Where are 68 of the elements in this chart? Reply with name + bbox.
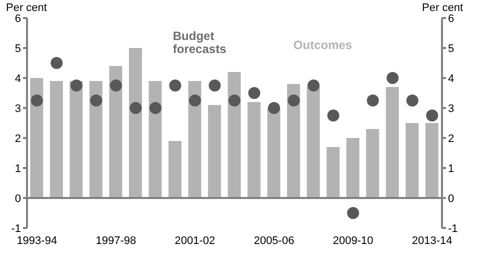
y2-tick-label: 1 bbox=[448, 162, 454, 175]
y-tick-label: 4 bbox=[14, 72, 21, 85]
y2-tick-label: 3 bbox=[448, 102, 454, 115]
point bbox=[70, 80, 82, 92]
y-tick-label: 5 bbox=[14, 42, 21, 55]
y2-tick-label: 2 bbox=[448, 132, 454, 145]
bar bbox=[406, 123, 419, 198]
point bbox=[50, 57, 63, 69]
x-tick-label: 2005-06 bbox=[254, 234, 294, 247]
y-tick-label: 0 bbox=[14, 192, 21, 205]
point bbox=[149, 102, 162, 114]
bar bbox=[386, 87, 399, 198]
y-tick-label: 6 bbox=[14, 12, 21, 25]
point bbox=[308, 80, 320, 92]
bar bbox=[50, 81, 63, 198]
point bbox=[386, 72, 399, 84]
point bbox=[327, 110, 340, 122]
x-tick-label: 2009-10 bbox=[332, 234, 374, 247]
point bbox=[426, 110, 438, 122]
point bbox=[208, 80, 221, 92]
y2-tick-label: 0 bbox=[448, 192, 454, 205]
bar bbox=[326, 147, 340, 198]
y-tick-label: 3 bbox=[14, 102, 21, 115]
bar bbox=[109, 66, 122, 198]
y2-tick-label: -1 bbox=[448, 222, 458, 235]
point bbox=[366, 94, 379, 106]
y-axis-title: Per cent bbox=[6, 2, 47, 14]
bar bbox=[70, 81, 83, 198]
bar bbox=[208, 105, 222, 198]
y-tick-label: -1 bbox=[11, 222, 21, 235]
bar bbox=[30, 78, 44, 198]
point bbox=[30, 94, 43, 106]
point bbox=[248, 87, 260, 99]
bar bbox=[228, 72, 241, 198]
point bbox=[268, 102, 280, 114]
x-tick-label: 1997-98 bbox=[96, 234, 136, 247]
bar bbox=[148, 81, 162, 198]
bar bbox=[366, 129, 380, 198]
bar bbox=[306, 87, 320, 198]
point bbox=[288, 94, 300, 106]
bar bbox=[287, 84, 300, 198]
bar bbox=[248, 102, 261, 198]
point bbox=[406, 94, 418, 106]
bar bbox=[346, 138, 360, 198]
bar bbox=[89, 81, 102, 198]
bar bbox=[128, 48, 142, 198]
point bbox=[347, 207, 360, 219]
y2-tick-label: 4 bbox=[448, 72, 454, 85]
point bbox=[130, 102, 142, 114]
point bbox=[228, 94, 240, 106]
x-tick-label: 2001-02 bbox=[174, 234, 216, 247]
bar bbox=[188, 81, 202, 198]
text: Budget forecasts bbox=[172, 28, 228, 56]
y2-tick-label: 6 bbox=[448, 12, 454, 25]
y-tick-label: 2 bbox=[14, 132, 21, 145]
x-tick-label: 2013-14 bbox=[412, 234, 452, 247]
point bbox=[110, 80, 122, 92]
point bbox=[90, 94, 102, 106]
bar bbox=[267, 108, 280, 198]
point bbox=[188, 94, 201, 106]
bar bbox=[425, 123, 438, 198]
text: Outcomes bbox=[293, 38, 354, 52]
x-tick-label: 1993-94 bbox=[16, 234, 58, 247]
y2-tick-label: 5 bbox=[448, 42, 454, 55]
point bbox=[169, 80, 182, 92]
y-tick-label: 1 bbox=[14, 162, 21, 175]
y2-axis-title: Per cent bbox=[422, 2, 463, 14]
bar bbox=[168, 141, 182, 198]
